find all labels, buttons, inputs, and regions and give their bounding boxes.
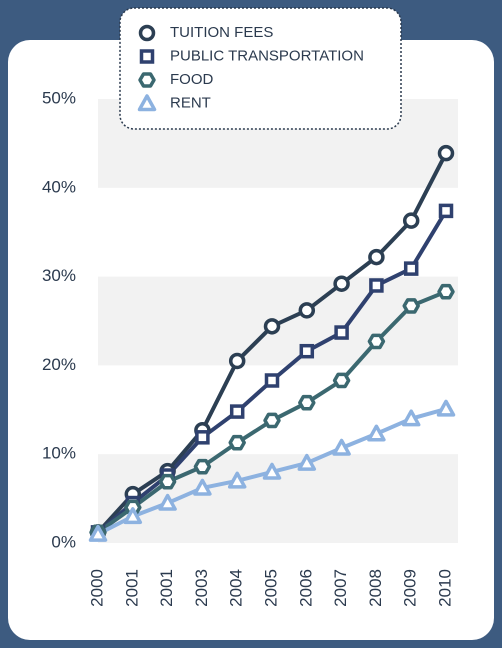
data-point [367, 424, 386, 442]
data-point [193, 478, 212, 496]
legend-marker [139, 49, 155, 64]
data-point [333, 275, 350, 292]
data-point [299, 343, 315, 359]
data-point [263, 412, 281, 429]
legend-label: RENT [170, 94, 211, 111]
x-tick-label: 2010 [435, 569, 454, 607]
y-tick-label: 0% [51, 532, 76, 551]
data-point [262, 462, 282, 480]
legend-box [119, 7, 402, 130]
legend-label: PUBLIC TRANSPORTATION [170, 47, 364, 64]
data-point [368, 248, 385, 266]
y-tick-label: 40% [42, 177, 76, 196]
data-point [436, 399, 456, 417]
x-tick-label: 2009 [401, 569, 420, 607]
data-point [437, 283, 455, 300]
data-point [298, 302, 316, 319]
legend-label: FOOD [170, 71, 213, 88]
data-point [403, 261, 419, 276]
data-point [334, 325, 349, 340]
data-point [401, 409, 421, 427]
x-tick-label: 2001 [157, 569, 176, 607]
y-tick-label: 20% [42, 355, 76, 374]
data-point [158, 473, 177, 490]
y-tick-label: 50% [42, 88, 76, 107]
data-point [332, 438, 351, 456]
x-tick-label: 2005 [261, 569, 280, 607]
data-point [228, 434, 246, 451]
data-point [228, 352, 246, 370]
data-point [437, 144, 455, 162]
data-point [123, 507, 143, 525]
x-tick-label: 2001 [122, 569, 141, 607]
x-tick-label: 2003 [192, 569, 211, 607]
y-tick-label: 10% [42, 444, 76, 463]
data-point [332, 372, 351, 389]
data-point [195, 430, 210, 445]
x-tick-label: 2000 [87, 569, 106, 607]
grid-band [98, 454, 458, 543]
y-tick-label: 30% [42, 266, 76, 285]
data-point [438, 203, 454, 219]
data-point [229, 404, 245, 419]
data-point [88, 524, 108, 542]
data-point [264, 373, 280, 388]
data-point [369, 278, 384, 293]
data-point [402, 298, 420, 314]
data-point [263, 318, 281, 335]
data-point [227, 471, 247, 489]
data-point [402, 212, 420, 229]
legend-marker [137, 94, 157, 112]
data-point [158, 493, 177, 511]
data-point [297, 453, 317, 471]
data-point [193, 458, 212, 475]
legend-label: TUITION FEES [170, 24, 273, 41]
x-tick-label: 2004 [227, 569, 246, 607]
data-point [367, 333, 386, 350]
legend-marker [138, 72, 156, 88]
legend-marker [138, 24, 156, 42]
data-point [298, 394, 316, 411]
x-tick-label: 2006 [296, 569, 315, 607]
x-tick-label: 2008 [366, 569, 385, 607]
x-tick-label: 2007 [331, 569, 350, 607]
